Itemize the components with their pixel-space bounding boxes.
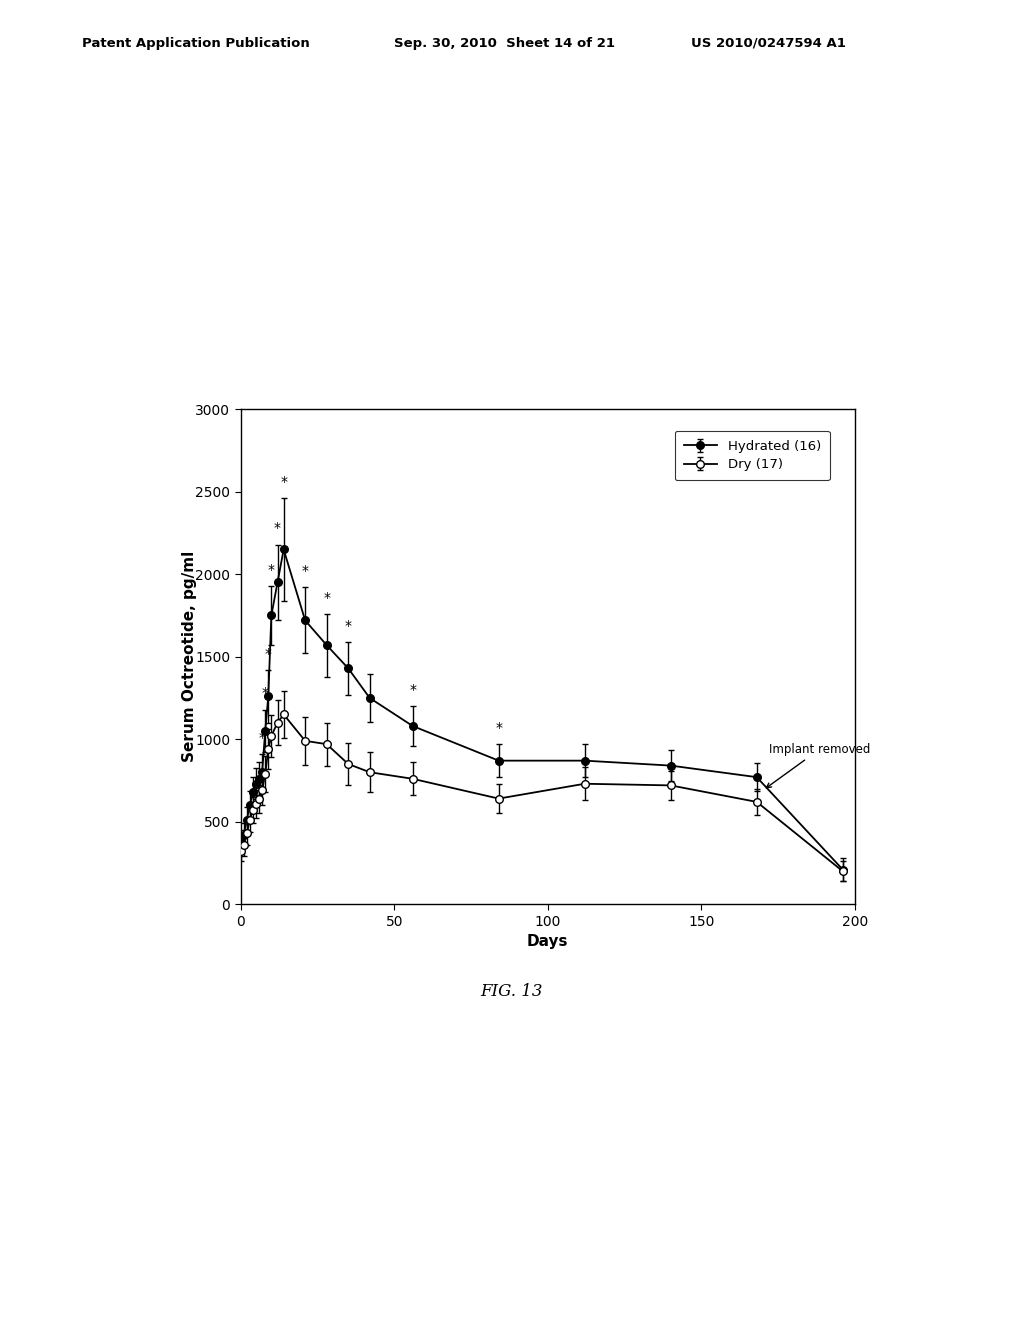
Text: Patent Application Publication: Patent Application Publication [82,37,309,50]
Text: *: * [324,591,330,605]
Text: US 2010/0247594 A1: US 2010/0247594 A1 [691,37,846,50]
Text: *: * [265,647,271,661]
Text: Sep. 30, 2010  Sheet 14 of 21: Sep. 30, 2010 Sheet 14 of 21 [394,37,615,50]
Text: FIG. 13: FIG. 13 [480,983,544,1001]
Text: *: * [302,565,308,578]
Text: *: * [262,686,268,701]
Text: Serum Octreotide, pg/ml: Serum Octreotide, pg/ml [182,550,197,762]
Text: *: * [345,619,351,632]
Text: Implant removed: Implant removed [766,743,870,788]
X-axis label: Days: Days [527,935,568,949]
Text: *: * [410,684,416,697]
Text: *: * [268,562,274,577]
Legend: Hydrated (16), Dry (17): Hydrated (16), Dry (17) [675,430,830,480]
Text: *: * [496,721,502,735]
Text: *: * [281,475,287,490]
Text: *: * [259,731,265,744]
Text: *: * [274,521,281,536]
